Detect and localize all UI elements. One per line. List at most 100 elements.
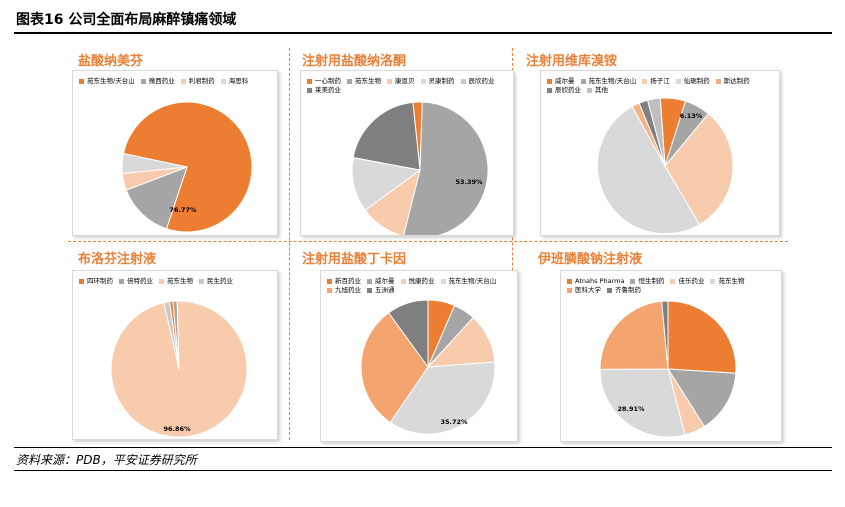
data-label: 96.86% bbox=[163, 425, 191, 433]
chart-box: 四环制药 倍特药业 苑东生物 民生药业 96.86% bbox=[72, 270, 278, 440]
legend-swatch bbox=[327, 288, 332, 293]
legend-swatch bbox=[420, 79, 426, 84]
legend-swatch bbox=[440, 279, 446, 284]
legend-item: 莱美药业 bbox=[307, 86, 341, 95]
legend-label: 四环制药 bbox=[87, 277, 113, 285]
legend-label: 扬子江 bbox=[650, 77, 670, 85]
legend-swatch bbox=[387, 79, 392, 84]
legend-item: 利君制药 bbox=[180, 77, 215, 86]
legend-item: 豫西药业 bbox=[140, 77, 175, 86]
legend-label: 威尔曼 bbox=[375, 277, 395, 285]
legend-item: 恒生制药 bbox=[630, 277, 664, 286]
legend-item: 齐鲁制药 bbox=[607, 286, 641, 295]
legend-label: 一心制药 bbox=[315, 77, 341, 85]
legend-item: 辰欣药业 bbox=[547, 86, 581, 95]
chart-box: 苑东生物/天台山 豫西药业 利君制药 海思科 76.77% bbox=[72, 70, 278, 236]
legend-swatch bbox=[220, 79, 226, 84]
pie-svg: 6.13% bbox=[596, 97, 734, 235]
pie-svg: 96.86% bbox=[110, 300, 248, 438]
legend-label: 康恩贝 bbox=[395, 77, 415, 85]
legend-label: 苑东生物 bbox=[718, 277, 745, 285]
pie-slice bbox=[352, 101, 421, 171]
legend-item: 一心制药 bbox=[307, 77, 341, 86]
pie-slice bbox=[667, 300, 737, 374]
legend-label: 苑东生物/天台山 bbox=[87, 77, 135, 85]
legend-label: 佳乐药业 bbox=[678, 277, 705, 285]
legend-label: 豫西药业 bbox=[148, 77, 175, 85]
legend-swatch bbox=[307, 79, 312, 84]
legend-item: 悦康药业 bbox=[400, 277, 435, 286]
legend-swatch bbox=[140, 79, 146, 84]
legend: 苑东生物/天台山 豫西药业 利君制药 海思科 bbox=[79, 77, 273, 86]
legend-swatch bbox=[630, 279, 636, 284]
legend-label: 苑东生物 bbox=[167, 277, 193, 285]
legend-swatch bbox=[460, 79, 466, 84]
legend-label: 苑东生物/天台山 bbox=[448, 277, 497, 285]
legend: 威尔曼 苑东生物/天台山 扬子江 仙琚制药 斯达制药 辰欣药业 其他 bbox=[547, 77, 775, 95]
legend-swatch bbox=[327, 279, 332, 284]
pie-slice bbox=[599, 300, 669, 370]
legend-label: 新百药业 bbox=[335, 277, 361, 285]
legend-label: 海思科 bbox=[228, 77, 249, 85]
data-label: 35.72% bbox=[440, 418, 468, 426]
legend-swatch bbox=[580, 79, 586, 84]
legend-label: 悦康药业 bbox=[408, 277, 435, 285]
chart-title: 注射用维库溴铵 bbox=[526, 54, 618, 69]
legend-swatch bbox=[79, 279, 84, 284]
pie-slice bbox=[647, 97, 666, 167]
legend: 新百药业 威尔曼 悦康药业 苑东生物/天台山九旭药业 五洲通 bbox=[327, 277, 513, 295]
legend-item: 民生药业 bbox=[199, 277, 233, 286]
legend-item: 九旭药业 bbox=[327, 286, 361, 295]
legend-swatch bbox=[347, 79, 352, 84]
legend: 一心制药 苑东生物 康恩贝 灵康制药 辰欣药业莱美药业 bbox=[307, 77, 509, 95]
chart-title: 盐酸纳美芬 bbox=[78, 54, 144, 69]
legend-label: 利君制药 bbox=[188, 77, 215, 85]
legend-item: 五洲通 bbox=[367, 286, 395, 295]
data-label: 6.13% bbox=[680, 112, 703, 120]
legend: Atnahs Pharma 恒生制药 佳乐药业 苑东生物医科大学 齐鲁制药 bbox=[567, 277, 777, 295]
legend-item: 辰欣药业 bbox=[460, 77, 495, 86]
legend-item: 新百药业 bbox=[327, 277, 361, 286]
legend-swatch bbox=[159, 279, 164, 284]
legend-swatch bbox=[400, 279, 406, 284]
chart-box: 新百药业 威尔曼 悦康药业 苑东生物/天台山九旭药业 五洲通 35.72% bbox=[320, 270, 518, 442]
legend-label: 民生药业 bbox=[207, 277, 233, 285]
separator-vertical-left bbox=[289, 48, 290, 440]
pie-slice bbox=[403, 101, 489, 235]
legend-item: 佳乐药业 bbox=[670, 277, 704, 286]
chart-title: 伊班膦酸钠注射液 bbox=[538, 252, 643, 267]
pie-slice bbox=[125, 166, 188, 230]
legend-item: 灵康制药 bbox=[420, 77, 455, 86]
legend-label: 九旭药业 bbox=[335, 286, 361, 294]
legend-label: 苑东生物 bbox=[355, 77, 381, 85]
legend-swatch bbox=[567, 288, 572, 293]
separator-vertical-right bbox=[512, 48, 513, 440]
legend-item: 苑东生物 bbox=[710, 277, 744, 286]
legend-item: 威尔曼 bbox=[547, 77, 575, 86]
legend-label: 辰欣药业 bbox=[555, 86, 581, 94]
pie-slice bbox=[360, 312, 429, 424]
legend-swatch bbox=[119, 279, 124, 284]
legend-label: 威尔曼 bbox=[555, 77, 575, 85]
legend-swatch bbox=[307, 88, 312, 93]
legend-item: 威尔曼 bbox=[367, 277, 395, 286]
legend-item: 仙琚制药 bbox=[675, 77, 710, 86]
figure-title: 图表16 公司全面布局麻醉镇痛领域 bbox=[16, 12, 237, 28]
legend-label: 五洲通 bbox=[375, 286, 395, 294]
legend-swatch bbox=[642, 79, 648, 84]
legend-item: 康恩贝 bbox=[387, 77, 415, 86]
chart-box: 威尔曼 苑东生物/天台山 扬子江 仙琚制药 斯达制药 辰欣药业 其他 6.13% bbox=[540, 70, 780, 236]
legend-label: 其他 bbox=[595, 86, 608, 94]
figure-source: 资料来源：PDB，平安证券研究所 bbox=[14, 447, 832, 471]
legend-label: 医科大学 bbox=[575, 286, 601, 294]
legend-label: Atnahs Pharma bbox=[575, 277, 625, 285]
pie-svg: 53.39% bbox=[351, 101, 489, 235]
legend-swatch bbox=[670, 279, 676, 284]
legend-item: 苑东生物/天台山 bbox=[79, 77, 135, 86]
pie-slice bbox=[596, 105, 701, 235]
pie-slice bbox=[389, 361, 496, 435]
chart-box: Atnahs Pharma 恒生制药 佳乐药业 苑东生物 医科大学 齐鲁制药 28.91% bbox=[560, 270, 782, 442]
legend-swatch bbox=[79, 79, 84, 84]
chart-title: 注射用盐酸纳洛酮 bbox=[302, 54, 407, 69]
pie-svg: 76.77% bbox=[121, 101, 253, 233]
